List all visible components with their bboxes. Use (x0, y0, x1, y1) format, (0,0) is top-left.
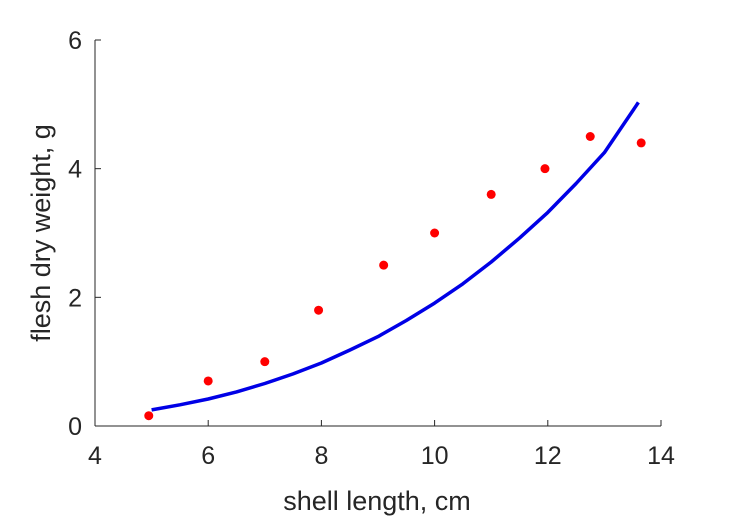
data-point (379, 260, 389, 270)
data-point (585, 132, 595, 141)
x-tick-label: 10 (421, 442, 449, 470)
x-axis-label: shell length, cm (283, 486, 471, 516)
x-tick-label: 12 (534, 442, 562, 470)
y-tick-label: 0 (68, 413, 82, 441)
x-tick-label: 4 (88, 442, 102, 470)
y-tick-label: 6 (68, 27, 82, 55)
data-point (260, 357, 270, 367)
tick-group: 4 6 8 10 12 14 0 2 4 6 (68, 27, 675, 470)
x-tick-label: 8 (314, 442, 328, 470)
data-point (636, 138, 646, 148)
y-axis-label: flesh dry weight, g (26, 124, 56, 342)
plot-area (144, 101, 646, 421)
data-point (203, 376, 213, 386)
x-tick-label: 14 (647, 442, 675, 470)
data-point (314, 305, 324, 315)
data-point (540, 164, 550, 174)
y-tick-label: 2 (68, 284, 82, 312)
data-point (144, 411, 154, 421)
y-tick-label: 4 (68, 156, 82, 184)
data-point (430, 228, 440, 238)
data-point (486, 189, 496, 199)
fit-curve (151, 101, 640, 412)
x-tick-label: 6 (201, 442, 215, 470)
axes (94, 40, 661, 427)
